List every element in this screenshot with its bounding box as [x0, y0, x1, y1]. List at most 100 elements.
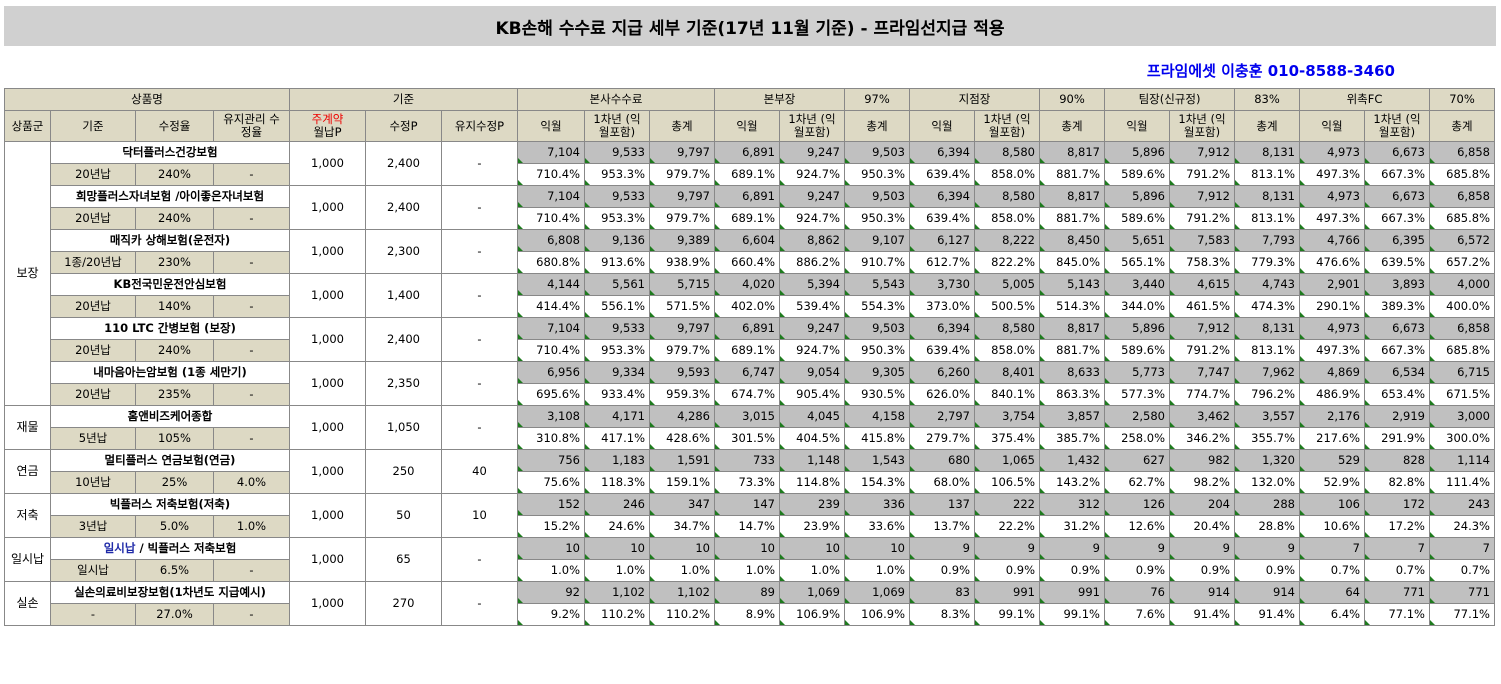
- cell-marker: [585, 180, 590, 185]
- basis: 일시납: [50, 559, 136, 582]
- commission-pct-text: 689.1%: [731, 167, 775, 181]
- commission-value-text: 529: [1338, 453, 1360, 467]
- commission-value-text: 6,858: [1457, 145, 1490, 159]
- cell-marker: [518, 554, 523, 559]
- cell-marker: [910, 488, 915, 493]
- commission-pct-text: 950.3%: [861, 167, 905, 181]
- cell-marker: [975, 532, 980, 537]
- commission-pct: 68.0%: [909, 471, 975, 494]
- commission-value-text: 8,633: [1067, 365, 1100, 379]
- commission-value: 6,673: [1364, 317, 1430, 340]
- cell-marker: [650, 356, 655, 361]
- cell-marker: [1300, 554, 1305, 559]
- commission-pct-text: 143.2%: [1056, 475, 1100, 489]
- commission-pct: 82.8%: [1364, 471, 1430, 494]
- commission-value-text: 7: [1352, 541, 1360, 555]
- commission-pct-text: 9.2%: [550, 607, 580, 621]
- cell-marker: [715, 532, 720, 537]
- product-name: KB전국민운전안심보험: [50, 273, 290, 296]
- commission-value-text: 9: [962, 541, 970, 555]
- cell-marker: [845, 290, 850, 295]
- cell-marker: [1365, 444, 1370, 449]
- commission-value-text: 4,171: [612, 409, 645, 423]
- commission-pct: 34.7%: [649, 515, 715, 538]
- commission-pct: 143.2%: [1039, 471, 1105, 494]
- commission-value: 6,394: [909, 141, 975, 164]
- cell-marker: [1430, 444, 1435, 449]
- rate: 5.0%: [135, 515, 214, 538]
- commission-pct: 565.1%: [1104, 251, 1170, 274]
- commission-pct: 913.6%: [584, 251, 650, 274]
- page-title: KB손해 수수료 지급 세부 기준(17년 11월 기준) - 프라임선지급 적…: [4, 6, 1496, 46]
- cell-marker: [1430, 180, 1435, 185]
- fix-p: 2,400: [365, 185, 442, 230]
- cell-marker: [1170, 466, 1175, 471]
- commission-value: 7: [1429, 537, 1495, 560]
- commission-value-text: 6,394: [937, 321, 970, 335]
- cell-marker: [1170, 312, 1175, 317]
- cell-marker: [585, 312, 590, 317]
- commission-value: 7,793: [1234, 229, 1300, 252]
- commission-pct: 106.5%: [974, 471, 1040, 494]
- commission-pct-text: 626.0%: [926, 387, 970, 401]
- maint-p: -: [441, 361, 518, 406]
- commission-pct: 99.1%: [974, 603, 1040, 626]
- commission-pct-text: 75.6%: [543, 475, 580, 489]
- commission-value: 756: [517, 449, 585, 472]
- cell-marker: [585, 158, 590, 163]
- commission-pct: 1.0%: [714, 559, 780, 582]
- cell-marker: [1235, 334, 1240, 339]
- commission-pct: 99.1%: [1039, 603, 1105, 626]
- cell-marker: [1430, 488, 1435, 493]
- cell-marker: [845, 224, 850, 229]
- commission-pct-text: 73.3%: [738, 475, 775, 489]
- commission-pct-text: 0.7%: [1460, 563, 1490, 577]
- commission-pct-text: 28.8%: [1258, 519, 1295, 533]
- product-name: 내마음아는암보험 (1종 세만기): [50, 361, 290, 384]
- commission-value-text: 3,000: [1457, 409, 1490, 423]
- commission-value-text: 4,869: [1327, 365, 1360, 379]
- rate: 230%: [135, 251, 214, 274]
- product-row: 일시납 일시납 / 빅플러스 저축보험 1,000 65-10 10 10 10 10 10 9 9…: [4, 537, 1495, 582]
- commission-value: 6,715: [1429, 361, 1495, 384]
- commission-value: 9,136: [584, 229, 650, 252]
- cell-marker: [1105, 598, 1110, 603]
- cell-marker: [650, 158, 655, 163]
- commission-value: 627: [1104, 449, 1170, 472]
- commission-value: 64: [1299, 581, 1365, 604]
- maint-p: -: [441, 229, 518, 274]
- cell-marker: [1365, 202, 1370, 207]
- product-pct-row: 1종/20년납 230% - 680.8% 913.6% 938.9% 660.4% 886.…: [5, 251, 1495, 274]
- commission-value-text: 771: [1403, 585, 1425, 599]
- commission-pct-text: 514.3%: [1056, 299, 1100, 313]
- monthly-p: 1,000: [289, 449, 366, 494]
- cell-marker: [1300, 378, 1305, 383]
- cell-marker: [845, 158, 850, 163]
- commission-pct-text: 24.3%: [1453, 519, 1490, 533]
- commission-value-text: 9,305: [872, 365, 905, 379]
- commission-value: 4,020: [714, 273, 780, 296]
- commission-value: 8,580: [974, 317, 1040, 340]
- cell-marker: [1105, 554, 1110, 559]
- commission-value-text: 10: [890, 541, 905, 555]
- commission-value-text: 9,136: [612, 233, 645, 247]
- commission-pct: 77.1%: [1429, 603, 1495, 626]
- cell-marker: [780, 444, 785, 449]
- cell-marker: [518, 620, 523, 625]
- commission-value: 6,673: [1364, 185, 1430, 208]
- commission-pct-text: 905.4%: [796, 387, 840, 401]
- commission-pct-text: 0.9%: [940, 563, 970, 577]
- commission-pct: 291.9%: [1364, 427, 1430, 450]
- commission-pct: 20.4%: [1169, 515, 1235, 538]
- group-label: 저축: [4, 493, 51, 538]
- commission-value-text: 9,533: [612, 321, 645, 335]
- cell-marker: [1105, 422, 1110, 427]
- commission-pct: 758.3%: [1169, 251, 1235, 274]
- commission-pct-text: 13.7%: [933, 519, 970, 533]
- header-next-month: 익월: [517, 110, 585, 142]
- fix-p: 1,400: [365, 273, 442, 318]
- commission-value: 9,533: [584, 185, 650, 208]
- cell-marker: [910, 422, 915, 427]
- commission-value-text: 5,005: [1002, 277, 1035, 291]
- cell-marker: [780, 356, 785, 361]
